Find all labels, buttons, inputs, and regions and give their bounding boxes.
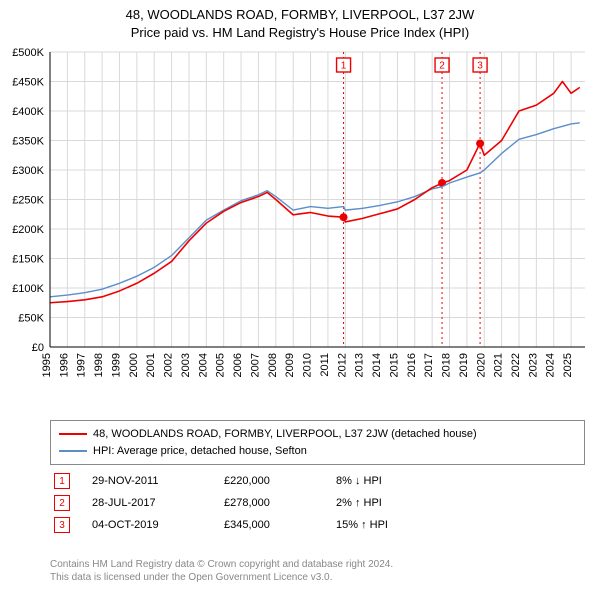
svg-text:£400K: £400K: [12, 106, 44, 118]
marker-badge-1: 1: [54, 473, 70, 489]
svg-text:£300K: £300K: [12, 165, 44, 177]
svg-text:2008: 2008: [267, 353, 279, 377]
footnote-line2: This data is licensed under the Open Gov…: [50, 571, 393, 584]
svg-text:£500K: £500K: [12, 47, 44, 59]
svg-text:2000: 2000: [128, 353, 140, 377]
svg-text:£200K: £200K: [12, 224, 44, 236]
marker-date-3: 04-OCT-2019: [92, 519, 202, 531]
svg-text:2019: 2019: [458, 353, 470, 377]
svg-text:2014: 2014: [371, 353, 383, 377]
svg-text:2009: 2009: [284, 353, 296, 377]
footnote: Contains HM Land Registry data © Crown c…: [50, 558, 393, 584]
legend-row-1: 48, WOODLANDS ROAD, FORMBY, LIVERPOOL, L…: [59, 426, 576, 443]
svg-text:2020: 2020: [475, 353, 487, 377]
svg-text:2022: 2022: [510, 353, 522, 377]
marker-date-1: 29-NOV-2011: [92, 475, 202, 487]
svg-text:3: 3: [477, 61, 483, 72]
title-block: 48, WOODLANDS ROAD, FORMBY, LIVERPOOL, L…: [0, 0, 600, 42]
legend-row-2: HPI: Average price, detached house, Seft…: [59, 443, 576, 460]
legend-box: 48, WOODLANDS ROAD, FORMBY, LIVERPOOL, L…: [50, 420, 585, 465]
svg-text:£50K: £50K: [18, 313, 44, 325]
legend-swatch-2: [59, 450, 87, 452]
legend-swatch-1: [59, 433, 87, 435]
marker-badge-3: 3: [54, 517, 70, 533]
svg-text:2012: 2012: [336, 353, 348, 377]
svg-text:2021: 2021: [493, 353, 505, 377]
legend-label-1: 48, WOODLANDS ROAD, FORMBY, LIVERPOOL, L…: [93, 426, 477, 443]
svg-text:£250K: £250K: [12, 195, 44, 207]
marker-price-3: £345,000: [224, 519, 314, 531]
svg-text:2006: 2006: [232, 353, 244, 377]
marker-row-3: 3 04-OCT-2019 £345,000 15% ↑ HPI: [50, 514, 585, 536]
title-subtitle: Price paid vs. HM Land Registry's House …: [0, 24, 600, 42]
footnote-line1: Contains HM Land Registry data © Crown c…: [50, 558, 393, 571]
chart-container: 48, WOODLANDS ROAD, FORMBY, LIVERPOOL, L…: [0, 0, 600, 590]
title-address: 48, WOODLANDS ROAD, FORMBY, LIVERPOOL, L…: [0, 6, 600, 24]
svg-text:2004: 2004: [197, 353, 209, 377]
marker-price-1: £220,000: [224, 475, 314, 487]
svg-text:2010: 2010: [302, 353, 314, 377]
marker-delta-2: 2% ↑ HPI: [336, 497, 446, 509]
svg-text:2018: 2018: [441, 353, 453, 377]
marker-row-2: 2 28-JUL-2017 £278,000 2% ↑ HPI: [50, 492, 585, 514]
svg-text:2005: 2005: [215, 353, 227, 377]
svg-text:2017: 2017: [423, 353, 435, 377]
svg-text:2025: 2025: [562, 353, 574, 377]
svg-text:1998: 1998: [93, 353, 105, 377]
svg-text:2015: 2015: [388, 353, 400, 377]
chart-area: 123£0£50K£100K£150K£200K£250K£300K£350K£…: [50, 52, 585, 387]
svg-text:2002: 2002: [163, 353, 175, 377]
marker-row-1: 1 29-NOV-2011 £220,000 8% ↓ HPI: [50, 470, 585, 492]
svg-text:2007: 2007: [249, 353, 261, 377]
svg-text:1996: 1996: [58, 353, 70, 377]
marker-price-2: £278,000: [224, 497, 314, 509]
legend-label-2: HPI: Average price, detached house, Seft…: [93, 443, 307, 460]
svg-text:£450K: £450K: [12, 77, 44, 89]
svg-text:2013: 2013: [354, 353, 366, 377]
svg-text:£150K: £150K: [12, 254, 44, 266]
svg-text:2003: 2003: [180, 353, 192, 377]
marker-delta-3: 15% ↑ HPI: [336, 519, 446, 531]
svg-text:2: 2: [439, 61, 445, 72]
marker-date-2: 28-JUL-2017: [92, 497, 202, 509]
svg-text:1: 1: [341, 61, 347, 72]
marker-delta-1: 8% ↓ HPI: [336, 475, 446, 487]
svg-text:1999: 1999: [110, 353, 122, 377]
svg-text:£100K: £100K: [12, 283, 44, 295]
svg-text:2023: 2023: [527, 353, 539, 377]
svg-text:1997: 1997: [76, 353, 88, 377]
marker-badge-2: 2: [54, 495, 70, 511]
marker-table: 1 29-NOV-2011 £220,000 8% ↓ HPI 2 28-JUL…: [50, 470, 585, 536]
svg-text:2024: 2024: [545, 353, 557, 377]
chart-svg: 123£0£50K£100K£150K£200K£250K£300K£350K£…: [50, 52, 585, 387]
svg-text:2011: 2011: [319, 353, 331, 377]
svg-text:2001: 2001: [145, 353, 157, 377]
svg-text:£350K: £350K: [12, 136, 44, 148]
svg-text:1995: 1995: [41, 353, 53, 377]
svg-text:2016: 2016: [406, 353, 418, 377]
svg-text:£0: £0: [32, 342, 44, 354]
